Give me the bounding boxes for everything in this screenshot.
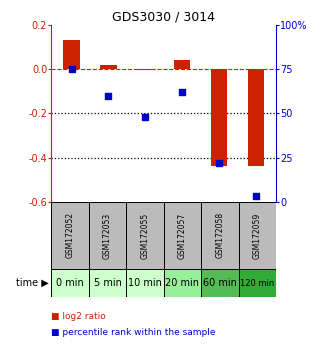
Bar: [211, 69, 227, 166]
Text: ■ percentile rank within the sample: ■ percentile rank within the sample: [51, 328, 216, 337]
Text: ■ log2 ratio: ■ log2 ratio: [51, 312, 106, 321]
Text: time ▶: time ▶: [16, 278, 49, 288]
Bar: [137, 69, 153, 70]
Bar: [89, 269, 126, 297]
Bar: [201, 202, 239, 269]
Point: [69, 66, 74, 72]
Bar: [89, 202, 126, 269]
Point: [253, 194, 258, 199]
Bar: [174, 60, 190, 69]
Bar: [100, 65, 117, 69]
Bar: [247, 69, 264, 166]
Point: [179, 89, 185, 95]
Bar: [164, 202, 201, 269]
Bar: [239, 202, 276, 269]
Point: [143, 114, 148, 120]
Text: GSM172057: GSM172057: [178, 212, 187, 258]
Title: GDS3030 / 3014: GDS3030 / 3014: [112, 11, 215, 24]
Text: 10 min: 10 min: [128, 278, 162, 288]
Text: GSM172052: GSM172052: [65, 212, 74, 258]
Bar: [126, 202, 164, 269]
Text: GSM172055: GSM172055: [141, 212, 150, 258]
Text: GSM172059: GSM172059: [253, 212, 262, 258]
Text: 60 min: 60 min: [203, 278, 237, 288]
Bar: [51, 202, 89, 269]
Bar: [63, 40, 80, 69]
Bar: [239, 269, 276, 297]
Bar: [126, 269, 164, 297]
Text: 20 min: 20 min: [165, 278, 199, 288]
Bar: [201, 269, 239, 297]
Text: 0 min: 0 min: [56, 278, 84, 288]
Bar: [51, 269, 89, 297]
Point: [106, 93, 111, 98]
Bar: [164, 269, 201, 297]
Point: [216, 160, 221, 166]
Text: GSM172053: GSM172053: [103, 212, 112, 258]
Text: GSM172058: GSM172058: [215, 212, 224, 258]
Text: 5 min: 5 min: [94, 278, 121, 288]
Text: 120 min: 120 min: [240, 279, 274, 288]
